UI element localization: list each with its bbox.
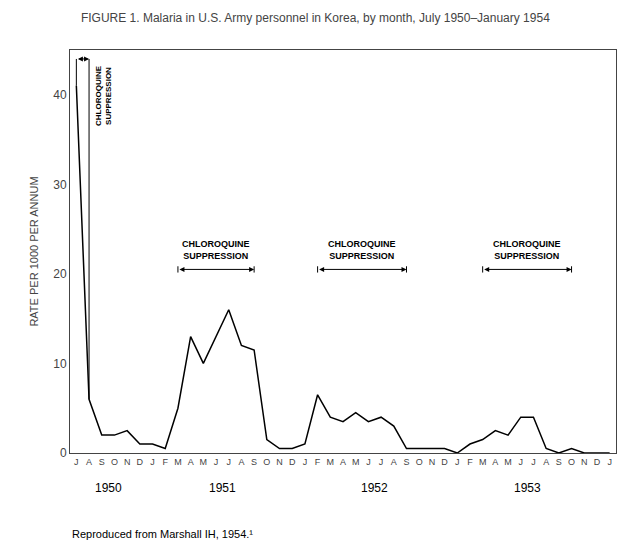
- svg-text:F: F: [315, 457, 321, 467]
- svg-text:S: S: [556, 457, 562, 467]
- svg-text:M: M: [479, 457, 487, 467]
- svg-text:A: A: [188, 457, 194, 467]
- svg-text:A: A: [391, 457, 397, 467]
- svg-text:RATE PER 1000 PER ANNUM: RATE PER 1000 PER ANNUM: [28, 176, 40, 326]
- svg-text:J: J: [74, 457, 79, 467]
- svg-text:M: M: [200, 457, 208, 467]
- svg-text:0: 0: [60, 446, 67, 460]
- svg-text:CHLOROQUINESUPPRESSION: CHLOROQUINESUPPRESSION: [493, 239, 561, 261]
- svg-text:D: D: [441, 457, 448, 467]
- svg-text:D: D: [289, 457, 296, 467]
- svg-text:40: 40: [53, 88, 67, 102]
- svg-text:1952: 1952: [361, 481, 388, 495]
- svg-text:F: F: [162, 457, 168, 467]
- svg-text:D: D: [594, 457, 601, 467]
- svg-text:J: J: [531, 457, 536, 467]
- svg-text:FIGURE 1. Malaria in U.S. Army: FIGURE 1. Malaria in U.S. Army personnel…: [81, 11, 550, 25]
- svg-text:A: A: [543, 457, 549, 467]
- svg-text:J: J: [214, 457, 219, 467]
- svg-text:10: 10: [53, 357, 67, 371]
- svg-text:A: A: [492, 457, 498, 467]
- svg-text:F: F: [467, 457, 473, 467]
- svg-text:A: A: [86, 457, 92, 467]
- svg-text:M: M: [327, 457, 335, 467]
- svg-text:J: J: [519, 457, 524, 467]
- svg-text:CHLOROQUINESUPPRESSION: CHLOROQUINESUPPRESSION: [182, 239, 250, 261]
- svg-text:A: A: [238, 457, 244, 467]
- svg-text:Reproduced from Marshall IH, 1: Reproduced from Marshall IH, 1954.¹: [72, 528, 253, 540]
- svg-text:J: J: [366, 457, 371, 467]
- svg-text:J: J: [150, 457, 155, 467]
- svg-text:O: O: [111, 457, 118, 467]
- svg-text:M: M: [174, 457, 182, 467]
- svg-text:J: J: [379, 457, 384, 467]
- svg-text:S: S: [99, 457, 105, 467]
- svg-text:CHLOROQUINESUPPRESSION: CHLOROQUINESUPPRESSION: [94, 65, 113, 126]
- svg-text:J: J: [607, 457, 612, 467]
- svg-text:N: N: [581, 457, 588, 467]
- svg-text:O: O: [568, 457, 575, 467]
- svg-text:S: S: [403, 457, 409, 467]
- svg-text:O: O: [263, 457, 270, 467]
- svg-text:1953: 1953: [514, 481, 541, 495]
- svg-text:20: 20: [53, 267, 67, 281]
- svg-text:M: M: [352, 457, 360, 467]
- svg-text:D: D: [137, 457, 144, 467]
- svg-text:J: J: [455, 457, 460, 467]
- svg-text:S: S: [251, 457, 257, 467]
- svg-text:N: N: [124, 457, 131, 467]
- svg-text:1950: 1950: [95, 481, 122, 495]
- svg-text:N: N: [276, 457, 283, 467]
- svg-text:J: J: [226, 457, 231, 467]
- svg-text:CHLOROQUINESUPPRESSION: CHLOROQUINESUPPRESSION: [328, 239, 396, 261]
- svg-text:J: J: [303, 457, 308, 467]
- svg-text:A: A: [340, 457, 346, 467]
- svg-text:M: M: [504, 457, 512, 467]
- svg-text:30: 30: [53, 178, 67, 192]
- svg-text:N: N: [429, 457, 436, 467]
- svg-text:1951: 1951: [209, 481, 236, 495]
- svg-text:O: O: [416, 457, 423, 467]
